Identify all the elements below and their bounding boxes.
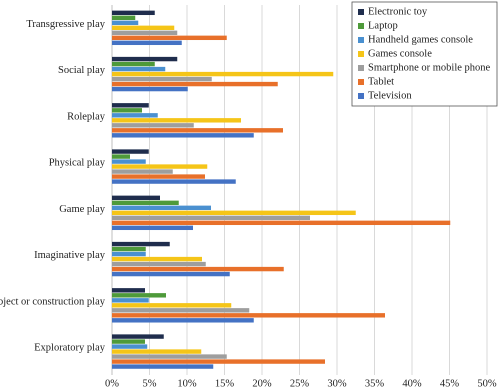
- bar: [112, 344, 148, 349]
- bar: [112, 118, 241, 123]
- x-tick-label: 45%: [440, 378, 460, 389]
- legend-label: Smartphone or mobile phone: [368, 62, 491, 73]
- bar: [112, 266, 284, 272]
- y-tick-label: Exploratory play: [34, 343, 106, 354]
- bar: [112, 256, 202, 262]
- legend-label: Games console: [368, 48, 432, 59]
- y-tick-label: Game play: [59, 204, 106, 215]
- legend-swatch: [358, 51, 364, 57]
- bar: [112, 293, 166, 298]
- legend-swatch: [358, 65, 364, 71]
- bar: [112, 308, 250, 313]
- bar: [112, 215, 310, 221]
- bar: [112, 359, 325, 364]
- bar: [112, 10, 155, 16]
- bar: [112, 76, 212, 82]
- bar: [112, 313, 385, 318]
- x-tick-label: 0%: [105, 378, 119, 389]
- bar: [112, 179, 236, 184]
- bar: [112, 210, 356, 216]
- legend-label: Handheld games console: [368, 34, 473, 45]
- bar: [112, 40, 182, 46]
- y-tick-label: Roleplay: [67, 111, 106, 122]
- x-tick-label: 10%: [177, 378, 197, 389]
- bar: [112, 251, 146, 257]
- bar: [112, 20, 139, 26]
- bar: [112, 364, 214, 369]
- bar: [112, 149, 149, 154]
- bar: [112, 246, 146, 252]
- bar: [112, 133, 254, 138]
- bar: [112, 334, 164, 339]
- bar: [112, 66, 166, 72]
- x-tick-label: 40%: [402, 378, 422, 389]
- x-tick-label: 25%: [290, 378, 310, 389]
- legend-box: [351, 1, 498, 107]
- bar: [112, 303, 232, 308]
- legend-swatch: [358, 9, 364, 15]
- bar: [112, 200, 179, 206]
- x-tick-label: 5%: [143, 378, 157, 389]
- bar: [112, 220, 451, 226]
- x-tick-label: 50%: [477, 378, 497, 389]
- bar: [112, 339, 145, 344]
- x-tick-label: 15%: [215, 378, 235, 389]
- legend-swatch: [358, 93, 364, 99]
- bar: [112, 298, 149, 303]
- bar: [112, 128, 283, 133]
- bar: [112, 30, 178, 36]
- bar: [112, 205, 211, 211]
- bar: [112, 159, 146, 164]
- bar: [112, 261, 206, 267]
- bar: [112, 86, 188, 92]
- x-tick-label: 35%: [365, 378, 385, 389]
- bar: [112, 103, 149, 108]
- bar: [112, 15, 136, 21]
- legend-label: Laptop: [368, 20, 398, 31]
- bar: [112, 35, 227, 41]
- y-tick-label: Transgressive play: [26, 19, 105, 30]
- bar: [112, 174, 205, 179]
- legend-label: Tablet: [368, 76, 394, 87]
- bar: [112, 271, 230, 277]
- bar: [112, 241, 170, 247]
- bar: [112, 318, 254, 323]
- y-tick-label: Physical play: [49, 158, 106, 169]
- y-tick-label: Imaginative play: [34, 250, 106, 261]
- bar: [112, 56, 178, 62]
- bar: [112, 164, 208, 169]
- bar: [112, 195, 160, 201]
- y-tick-label: Object or construction play: [0, 296, 106, 307]
- bar: [112, 349, 202, 354]
- bar: [112, 288, 145, 293]
- bar: [112, 354, 227, 359]
- bar: [112, 225, 193, 231]
- bar: [112, 61, 155, 67]
- bar: [112, 123, 194, 128]
- legend-swatch: [358, 79, 364, 85]
- legend-swatch: [358, 37, 364, 43]
- bar: [112, 113, 158, 118]
- bar: [112, 81, 278, 87]
- x-tick-label: 30%: [327, 378, 347, 389]
- bar: [112, 108, 142, 113]
- x-tick-label: 20%: [252, 378, 272, 389]
- bar: [112, 71, 334, 77]
- bar: [112, 169, 173, 174]
- bar: [112, 154, 130, 159]
- legend-label: Electronic toy: [368, 6, 428, 17]
- bar: [112, 25, 175, 31]
- legend-swatch: [358, 23, 364, 29]
- y-tick-label: Social play: [58, 65, 106, 76]
- legend-label: Television: [368, 90, 412, 101]
